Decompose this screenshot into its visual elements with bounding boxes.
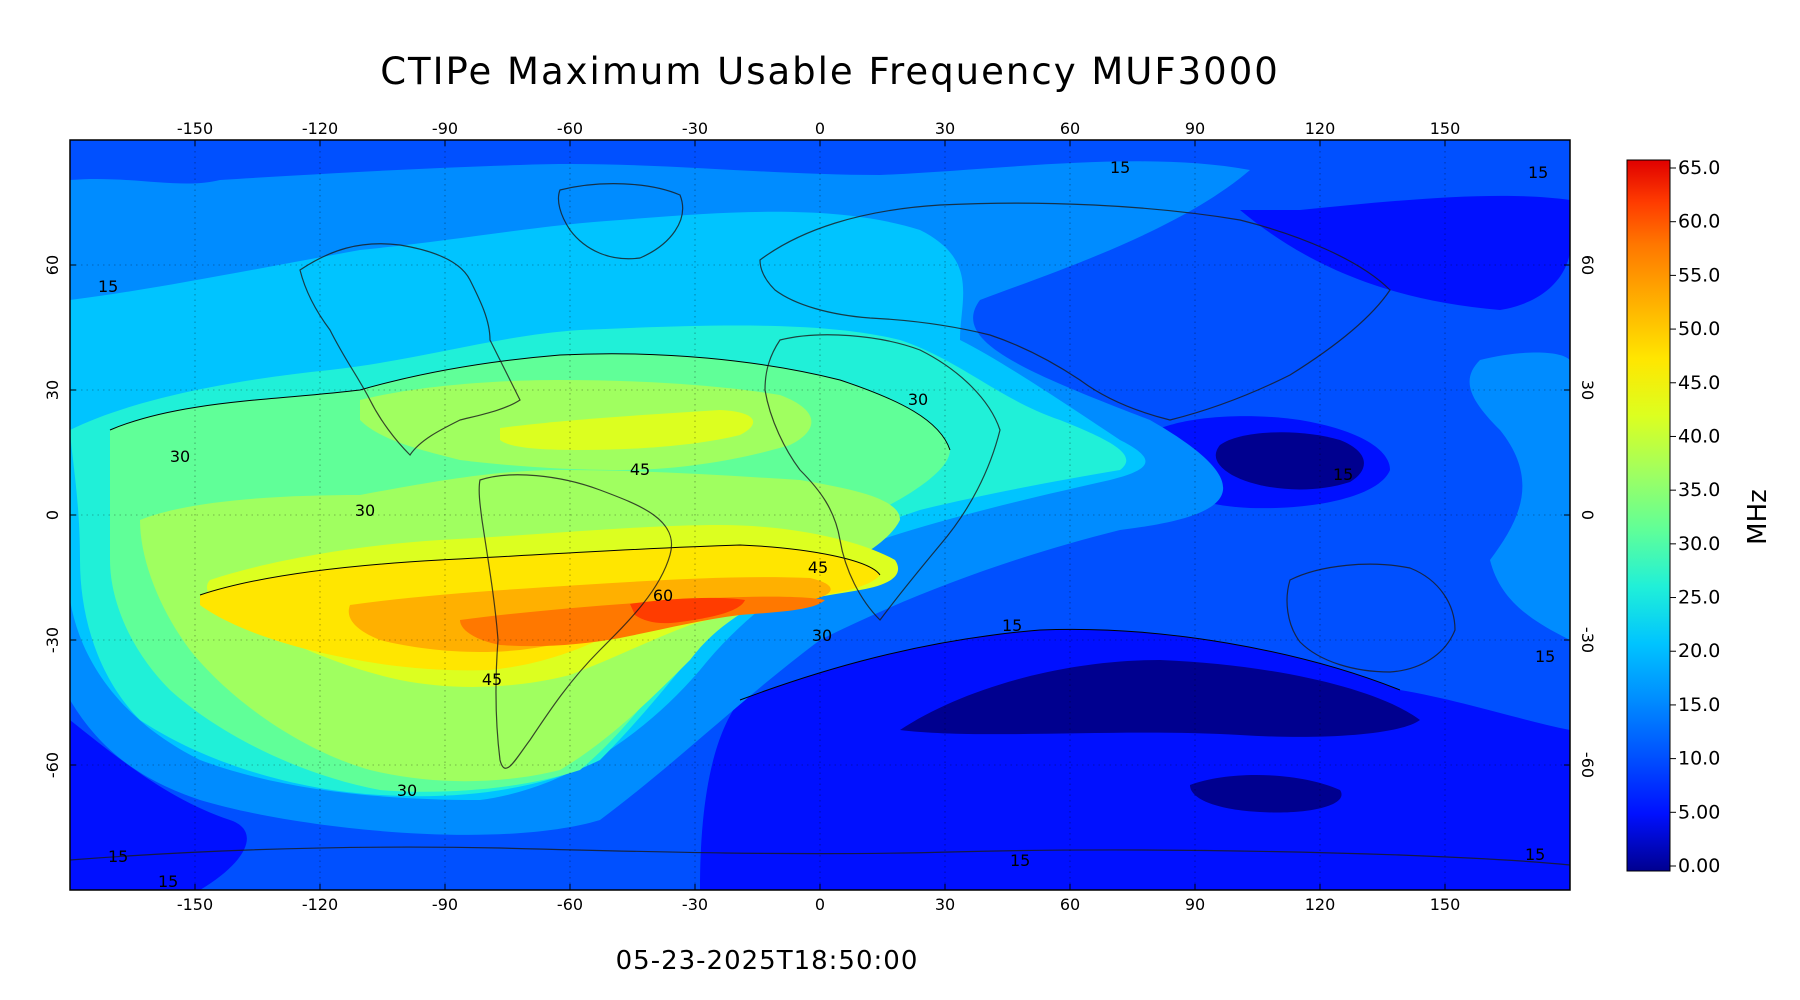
contour-label: 15 — [1333, 465, 1353, 484]
contour-label: 15 — [158, 872, 178, 891]
africa-coast — [764, 334, 1001, 621]
latitude-ticks-right: -60 -30 0 30 60 — [1564, 255, 1597, 778]
level-0-indonesia — [1215, 432, 1364, 490]
contour-label: 15 — [1535, 647, 1555, 666]
lat-tick-label-left: 30 — [43, 380, 62, 400]
longitude-ticks-bottom: -150 -120 -90 -60 -30 0 30 60 90 120 150 — [177, 884, 1460, 914]
australia-coast — [1286, 563, 1456, 673]
north-america-coast — [299, 243, 521, 456]
colorbar-tick-label: 40.0 — [1678, 425, 1720, 447]
contour-label: 30 — [355, 501, 375, 520]
lon-tick-label-top: 60 — [1060, 119, 1080, 138]
chart-title: CTIPe Maximum Usable Frequency MUF3000 — [380, 50, 1280, 93]
lon-tick-label-top: 0 — [815, 119, 825, 138]
latitude-ticks-left: -60 -30 0 30 60 — [43, 255, 76, 778]
contour-line-45 — [199, 544, 881, 596]
contour-label: 15 — [1525, 845, 1545, 864]
colorbar-tick-label: 45.0 — [1678, 372, 1720, 394]
lon-tick-label-bottom: 0 — [815, 895, 825, 914]
antarctica-coast — [70, 846, 1570, 866]
contour-label: 30 — [397, 781, 417, 800]
lat-tick-label-left: -30 — [43, 627, 62, 653]
colorbar-tick-label: 0.00 — [1678, 855, 1720, 877]
colorbar-ticks: 65.0 60.0 55.0 50.0 45.0 40.0 35.0 30.0 25.0 20.0… — [1670, 157, 1720, 877]
lon-tick-label-bottom: 150 — [1430, 895, 1461, 914]
graticule — [70, 140, 1570, 890]
colorbar-gradient — [1626, 159, 1671, 872]
colorbar-tick-label: 60.0 — [1678, 211, 1720, 233]
colorbar: 65.0 60.0 55.0 50.0 45.0 40.0 35.0 30.0 25.0 20.0… — [1626, 157, 1773, 877]
lat-tick-label-right: 0 — [1578, 510, 1597, 520]
colorbar-tick-label: 30.0 — [1678, 533, 1720, 555]
lon-tick-label-bottom: -30 — [682, 895, 708, 914]
contour-label: 45 — [482, 670, 502, 689]
level-5-north — [1240, 195, 1570, 310]
lat-tick-label-left: 0 — [43, 510, 62, 520]
level-60 — [630, 597, 745, 624]
level-15-pacific-east — [1469, 352, 1570, 640]
lon-tick-label-bottom: 60 — [1060, 895, 1080, 914]
south-america-coast — [478, 474, 673, 769]
lat-tick-label-right: 60 — [1578, 255, 1597, 275]
contour-label: 15 — [1528, 163, 1548, 182]
lon-tick-label-bottom: -150 — [177, 895, 213, 914]
muf-contour-field: 30 30 30 30 30 45 45 45 60 15 15 15 15 1… — [70, 140, 1570, 891]
level-45-north-lobe — [500, 410, 754, 450]
greenland-coast — [557, 183, 684, 260]
lon-tick-label-top: -90 — [432, 119, 458, 138]
contour-label: 15 — [98, 277, 118, 296]
lon-tick-label-top: -60 — [557, 119, 583, 138]
colorbar-tick-label: 5.00 — [1678, 801, 1720, 823]
contour-label: 30 — [812, 626, 832, 645]
lat-tick-label-left: 60 — [43, 255, 62, 275]
colorbar-tick-label: 35.0 — [1678, 479, 1720, 501]
lon-tick-label-bottom: 30 — [935, 895, 955, 914]
level-0-southern-ocean — [900, 660, 1420, 737]
colorbar-tick-label: 10.0 — [1678, 748, 1720, 770]
contour-lines — [109, 353, 1401, 701]
lon-tick-label-top: 120 — [1305, 119, 1336, 138]
contour-label: 15 — [1010, 851, 1030, 870]
contour-line-15 — [739, 628, 1401, 701]
colorbar-tick-label: 20.0 — [1678, 640, 1720, 662]
colorbar-tick-label: 15.0 — [1678, 694, 1720, 716]
timestamp: 05-23-2025T18:50:00 — [616, 946, 919, 976]
lon-tick-label-top: 90 — [1185, 119, 1205, 138]
contour-label: 15 — [1002, 616, 1022, 635]
continent-outlines — [70, 183, 1570, 866]
colorbar-tick-label: 50.0 — [1678, 318, 1720, 340]
colorbar-tick-label: 55.0 — [1678, 264, 1720, 286]
lat-tick-label-left: -60 — [43, 752, 62, 778]
level-0-antarctic — [1190, 774, 1342, 813]
lon-tick-label-bottom: 90 — [1185, 895, 1205, 914]
level-5-southwest — [70, 720, 247, 890]
lat-tick-label-right: -60 — [1578, 752, 1597, 778]
lon-tick-label-bottom: 120 — [1305, 895, 1336, 914]
lat-tick-label-right: -30 — [1578, 627, 1597, 653]
contour-labels: 30 30 30 30 30 45 45 45 60 15 15 15 15 1… — [98, 158, 1555, 891]
longitude-ticks-top: -150 -120 -90 -60 -30 0 30 60 90 120 150 — [177, 119, 1460, 146]
lon-tick-label-bottom: -60 — [557, 895, 583, 914]
lon-tick-label-top: -120 — [302, 119, 338, 138]
colorbar-tick-label: 65.0 — [1678, 157, 1720, 179]
contour-label: 15 — [108, 847, 128, 866]
lon-tick-label-bottom: -120 — [302, 895, 338, 914]
contour-label: 45 — [808, 558, 828, 577]
lon-tick-label-top: -150 — [177, 119, 213, 138]
contour-label: 15 — [1110, 158, 1130, 177]
contour-label: 30 — [908, 390, 928, 409]
colorbar-unit-label: MHz — [1743, 489, 1773, 545]
lon-tick-label-top: -30 — [682, 119, 708, 138]
contour-line-30 — [109, 353, 951, 451]
contour-label: 30 — [170, 447, 190, 466]
contour-label: 60 — [653, 586, 673, 605]
colorbar-tick-label: 25.0 — [1678, 587, 1720, 609]
lat-tick-label-right: 30 — [1578, 380, 1597, 400]
contour-label: 45 — [630, 460, 650, 479]
lon-tick-label-bottom: -90 — [432, 895, 458, 914]
lon-tick-label-top: 150 — [1430, 119, 1461, 138]
lon-tick-label-top: 30 — [935, 119, 955, 138]
eurasia-coast — [759, 202, 1391, 421]
